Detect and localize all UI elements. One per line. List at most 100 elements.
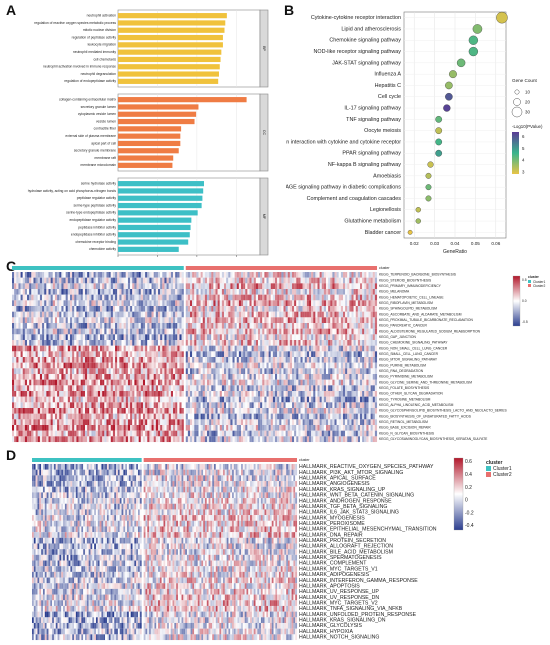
heatmap-cell <box>106 357 109 363</box>
heatmap-cell <box>158 272 161 278</box>
heatmap-cell <box>309 323 312 329</box>
heatmap-cell <box>328 300 331 307</box>
heatmap-cell <box>249 419 252 426</box>
heatmap-cell <box>33 385 36 392</box>
heatmap-cell <box>179 283 182 290</box>
heatmap-cell <box>306 306 310 312</box>
heatmap-cell <box>87 283 90 290</box>
heatmap-cell <box>63 413 66 420</box>
heatmap-cell <box>238 402 242 409</box>
heatmap-cell <box>249 385 252 392</box>
heatmap-cell <box>192 328 195 335</box>
heatmap-cell <box>217 368 220 375</box>
heatmap-cell <box>213 345 216 352</box>
heatmap-cell <box>35 368 38 375</box>
heatmap-cell <box>287 277 290 284</box>
heatmap-cell <box>147 300 150 307</box>
heatmap-cell <box>82 425 86 431</box>
heatmap-cell <box>207 396 210 403</box>
heatmap-cell <box>24 283 28 290</box>
heatmap-cell <box>151 351 154 358</box>
heatmap-cell <box>12 283 15 290</box>
heatmap-cell <box>95 334 98 341</box>
heatmap-cell <box>262 379 265 386</box>
heatmap-cell <box>59 272 62 278</box>
heatmap-cell <box>289 374 293 380</box>
heatmap-cell <box>46 379 49 386</box>
heatmap-cell <box>315 300 318 307</box>
heatmap-cell <box>82 351 86 358</box>
heatmap-cell <box>355 277 358 284</box>
heatmap-cell <box>309 362 312 369</box>
heatmap-cell <box>93 300 96 307</box>
heatmap-cell <box>272 391 276 397</box>
heatmap-cell <box>198 283 201 290</box>
heatmap-cell <box>351 362 354 369</box>
heatmap-cell <box>247 277 250 284</box>
heatmap-cell <box>323 345 327 352</box>
heatmap-cell <box>190 294 193 301</box>
heatmap-cell <box>106 391 109 397</box>
heatmap-cell <box>125 345 128 352</box>
heatmap-cell <box>138 294 141 301</box>
heatmap-cell <box>317 419 320 426</box>
heatmap-cell <box>253 334 256 341</box>
heatmap-cell <box>355 272 358 278</box>
heatmap-cell <box>177 385 180 392</box>
heatmap-cell <box>57 408 60 414</box>
heatmap-cell <box>313 408 316 414</box>
heatmap-cell <box>147 419 150 426</box>
heatmap-cell <box>18 317 21 324</box>
heatmap-cell <box>204 277 208 284</box>
heatmap-cell <box>270 408 273 414</box>
heatmap-cell <box>283 323 286 329</box>
heatmap-cell <box>243 323 246 329</box>
heatmap-cell <box>192 306 195 312</box>
heatmap-cell <box>302 362 305 369</box>
heatmap-cell <box>54 374 58 380</box>
heatmap-cell <box>48 334 51 341</box>
heatmap-cell <box>173 402 176 409</box>
heatmap-cell <box>22 374 25 380</box>
heatmap-cell <box>321 419 324 426</box>
heatmap-cell <box>213 334 216 341</box>
heatmap-cell <box>226 385 229 392</box>
heatmap-cell <box>72 328 75 335</box>
heatmap-cell <box>177 323 180 329</box>
heatmap-cell <box>360 311 363 318</box>
heatmap-cell <box>177 272 180 278</box>
heatmap-cell <box>213 396 216 403</box>
heatmap-cell <box>279 345 282 352</box>
heatmap-cell <box>200 289 203 295</box>
heatmap-cell <box>106 328 109 335</box>
heatmap-cell <box>306 396 310 403</box>
heatmap-cell <box>332 351 335 358</box>
heatmap-cell <box>262 345 265 352</box>
heatmap-cell <box>140 340 144 346</box>
heatmap-cell <box>181 362 184 369</box>
heatmap-cell <box>349 272 352 278</box>
heatmap-cell <box>321 289 324 295</box>
heatmap-cell <box>48 379 51 386</box>
heatmap-cell <box>106 430 109 437</box>
heatmap-cell <box>285 391 288 397</box>
heatmap-cell <box>217 385 220 392</box>
heatmap-cell <box>264 379 267 386</box>
heatmap-cell <box>95 311 98 318</box>
heatmap-cell <box>334 311 337 318</box>
heatmap-cell <box>330 294 333 301</box>
heatmap-cell <box>355 413 358 420</box>
heatmap-cell <box>119 402 122 409</box>
heatmap-cell <box>117 283 120 290</box>
panel-label-c: C <box>6 258 17 274</box>
heatmap-cell <box>102 357 105 363</box>
heatmap-cell <box>151 379 154 386</box>
heatmap-cell <box>238 362 242 369</box>
heatmap-cell <box>277 328 280 335</box>
heatmap-cell <box>219 311 222 318</box>
heatmap-cell <box>328 357 331 363</box>
heatmap-cell <box>72 425 75 431</box>
heatmap-cell <box>67 425 71 431</box>
heatmap-cell <box>166 357 169 363</box>
heatmap-cell <box>102 323 105 329</box>
